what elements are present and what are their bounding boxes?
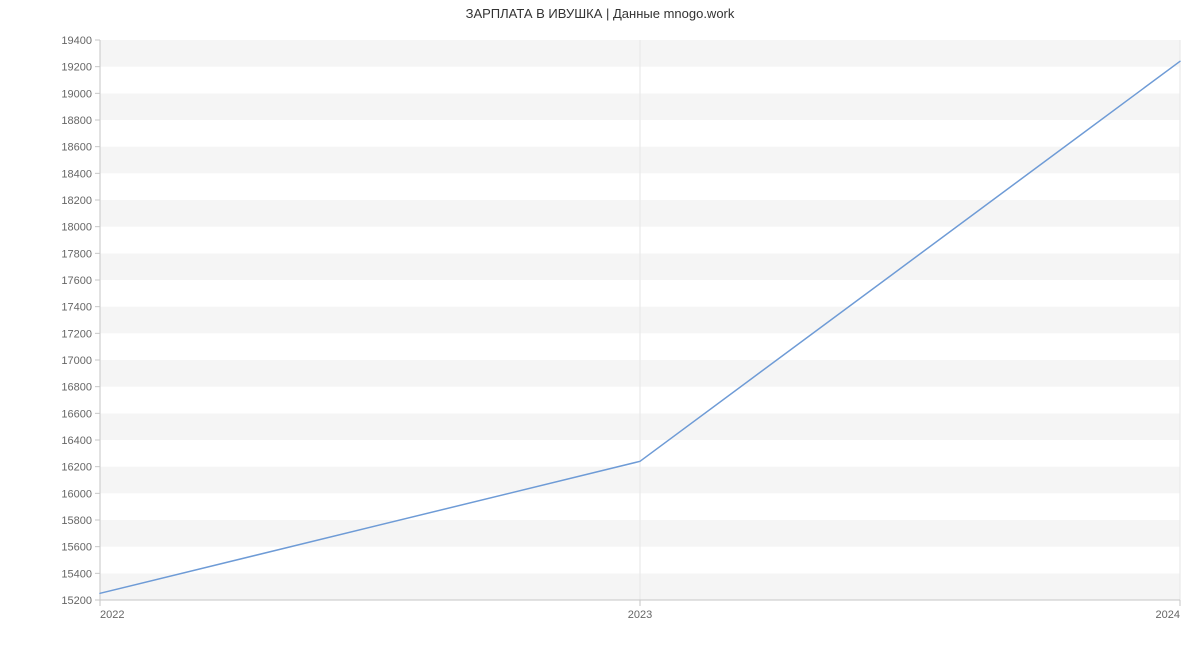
svg-text:17200: 17200 [61, 328, 92, 340]
svg-text:18800: 18800 [61, 115, 92, 127]
chart-svg: 15200 15400 15600 15800 16000 16200 16400 16600… [0, 0, 1200, 650]
svg-text:18400: 18400 [61, 168, 92, 180]
salary-chart: ЗАРПЛАТА В ИВУШКА | Данные mnogo.work 15… [0, 0, 1200, 650]
svg-text:15200: 15200 [61, 595, 92, 607]
svg-text:19000: 19000 [61, 88, 92, 100]
svg-text:18000: 18000 [61, 222, 92, 234]
svg-text:17400: 17400 [61, 302, 92, 314]
svg-text:15800: 15800 [61, 515, 92, 527]
svg-text:18200: 18200 [61, 195, 92, 207]
svg-text:16400: 16400 [61, 435, 92, 447]
svg-text:17600: 17600 [61, 275, 92, 287]
svg-text:16200: 16200 [61, 462, 92, 474]
svg-text:2024: 2024 [1156, 609, 1180, 621]
svg-text:15600: 15600 [61, 542, 92, 554]
svg-text:16000: 16000 [61, 488, 92, 500]
svg-text:16600: 16600 [61, 408, 92, 420]
svg-text:17000: 17000 [61, 355, 92, 367]
svg-text:18600: 18600 [61, 142, 92, 154]
svg-text:19200: 19200 [61, 62, 92, 74]
svg-text:2022: 2022 [100, 609, 124, 621]
svg-text:2023: 2023 [628, 609, 652, 621]
svg-text:15400: 15400 [61, 568, 92, 580]
svg-text:19400: 19400 [61, 35, 92, 47]
svg-text:17800: 17800 [61, 248, 92, 260]
svg-text:16800: 16800 [61, 382, 92, 394]
